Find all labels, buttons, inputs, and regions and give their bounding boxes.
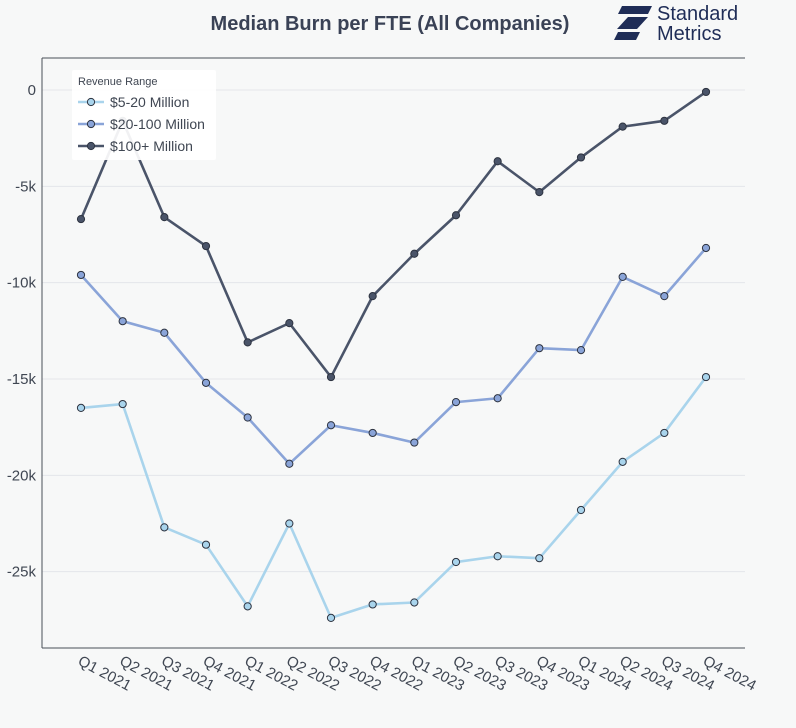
data-point[interactable]: [326, 613, 336, 623]
data-point[interactable]: [410, 598, 419, 607]
data-point[interactable]: [451, 398, 461, 407]
y-axis-ticks: 0 -5k -10k -15k -20k -25k: [7, 82, 37, 581]
logo-text-line2: Metrics: [657, 23, 721, 45]
legend-items: $5-20 Million $20-100 Million $100+ Millio…: [78, 94, 205, 154]
data-point[interactable]: [76, 403, 86, 412]
series-lines: [76, 87, 711, 623]
legend-swatch-marker: [86, 119, 96, 129]
data-point[interactable]: [701, 87, 711, 97]
y-tick-label: -25k: [7, 564, 37, 581]
data-point[interactable]: [118, 399, 127, 409]
legend-item[interactable]: $5-20 Million: [78, 94, 189, 110]
data-point[interactable]: [451, 211, 461, 220]
legend-label: $5-20 Million: [110, 94, 189, 110]
data-point[interactable]: [493, 394, 502, 403]
standard-metrics-logo: Standard Metrics: [614, 3, 738, 45]
data-point[interactable]: [160, 523, 169, 532]
data-point[interactable]: [576, 505, 586, 515]
gridlines: [42, 89, 745, 573]
y-tick-label: -15k: [7, 371, 37, 388]
data-point[interactable]: [368, 600, 377, 609]
data-point[interactable]: [535, 554, 544, 563]
legend-swatch-marker: [86, 141, 96, 151]
legend-background: [72, 70, 216, 160]
data-point[interactable]: [660, 116, 669, 125]
data-point[interactable]: [285, 319, 294, 328]
y-tick-label: -10k: [7, 275, 37, 292]
data-point[interactable]: [160, 213, 169, 222]
legend-label: $20-100 Million: [110, 116, 205, 132]
data-point[interactable]: [618, 272, 627, 281]
series-1: [76, 243, 711, 468]
data-point[interactable]: [576, 346, 586, 355]
data-point[interactable]: [618, 122, 627, 131]
data-point[interactable]: [410, 249, 419, 258]
data-point[interactable]: [535, 344, 544, 353]
data-point[interactable]: [285, 459, 294, 468]
logo-mark-icon: [614, 6, 652, 40]
legend-swatch-marker: [86, 97, 96, 107]
series-line: [80, 376, 708, 620]
series-0: [76, 372, 711, 623]
data-point[interactable]: [701, 243, 711, 253]
data-point[interactable]: [660, 428, 669, 438]
data-point[interactable]: [243, 338, 252, 347]
data-point[interactable]: [410, 438, 419, 447]
data-point[interactable]: [326, 421, 336, 430]
data-point[interactable]: [701, 372, 711, 382]
data-point[interactable]: [368, 292, 377, 301]
data-point[interactable]: [493, 157, 502, 166]
logo-text-line1: Standard: [657, 3, 738, 25]
data-point[interactable]: [326, 372, 336, 382]
data-point[interactable]: [76, 214, 86, 224]
y-tick-label: -20k: [7, 467, 37, 484]
data-point[interactable]: [243, 602, 252, 611]
series-line: [79, 90, 707, 379]
data-point[interactable]: [660, 292, 669, 301]
data-point[interactable]: [76, 270, 86, 280]
data-point[interactable]: [201, 378, 211, 387]
legend-title: Revenue Range: [78, 76, 158, 88]
data-point[interactable]: [535, 188, 544, 197]
data-point[interactable]: [618, 457, 627, 466]
legend[interactable]: Revenue Range $5-20 Million $20-100 Milli…: [72, 70, 216, 160]
data-point[interactable]: [576, 153, 586, 162]
series-line: [80, 247, 707, 466]
data-point[interactable]: [201, 540, 211, 549]
chart-title: Median Burn per FTE (All Companies): [211, 13, 570, 35]
data-point[interactable]: [201, 241, 211, 251]
legend-item[interactable]: $20-100 Million: [78, 116, 205, 132]
data-point[interactable]: [493, 552, 502, 561]
data-point[interactable]: [243, 413, 252, 422]
legend-item[interactable]: $100+ Million: [78, 138, 193, 154]
legend-label: $100+ Million: [110, 138, 193, 154]
y-tick-label: -5k: [15, 178, 36, 195]
data-point[interactable]: [160, 328, 169, 337]
data-point[interactable]: [451, 557, 461, 567]
y-tick-label: 0: [28, 82, 36, 99]
data-point[interactable]: [368, 428, 377, 438]
data-point[interactable]: [285, 519, 294, 528]
data-point[interactable]: [118, 317, 127, 326]
